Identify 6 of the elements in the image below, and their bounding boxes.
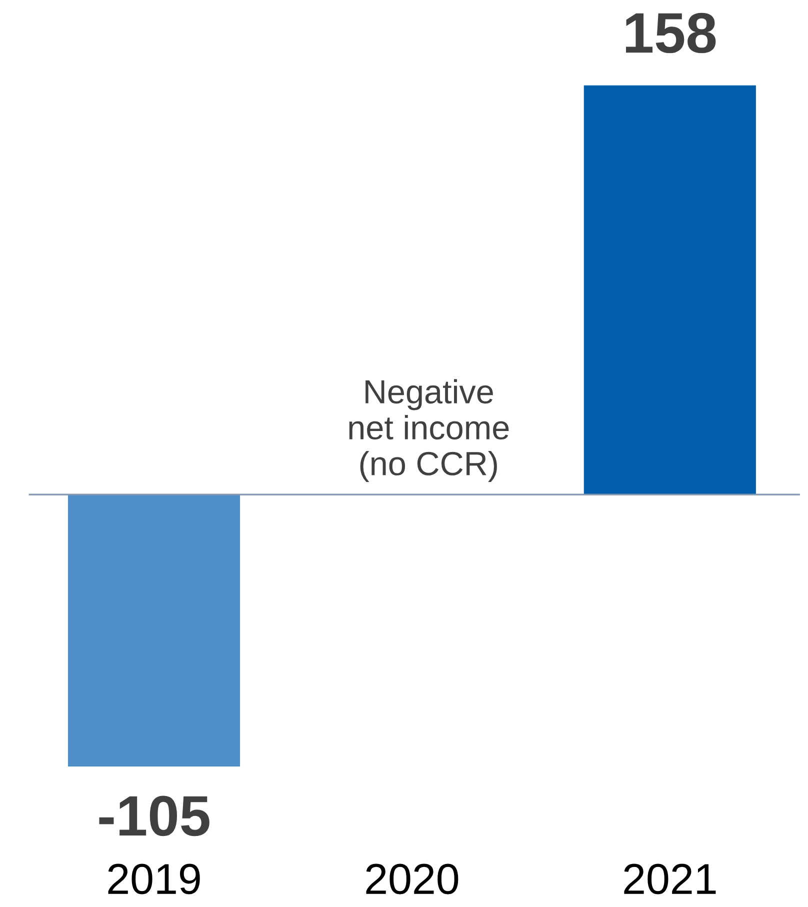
data-label: -105 — [99, 796, 210, 836]
annotation: Negative net income (no CCR) — [349, 379, 509, 482]
data-label: 158 — [626, 12, 716, 54]
x-tick-label: 2020 — [366, 864, 458, 894]
x-tick-label: 2021 — [624, 864, 716, 894]
x-tick-label: 2019 — [108, 864, 200, 894]
